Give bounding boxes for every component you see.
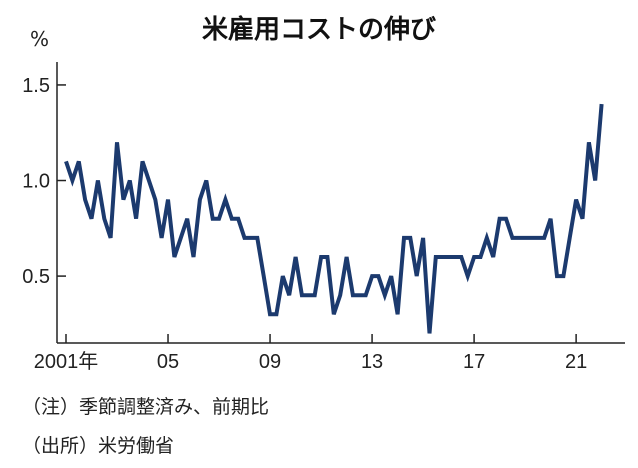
y-tick-label: 1.5 <box>22 75 50 97</box>
x-tick-label: 13 <box>361 351 383 373</box>
chart-title: 米雇用コストの伸び <box>202 14 436 45</box>
y-tick-label: 0.5 <box>22 266 50 288</box>
note-adjustment: （注）季節調整済み、前期比 <box>22 396 270 418</box>
x-tick-label: 21 <box>565 351 587 373</box>
note-source: （出所）米労働省 <box>22 435 175 457</box>
x-tick-label: 05 <box>157 351 179 373</box>
x-tick-label: 17 <box>463 351 485 373</box>
series-line <box>64 103 604 334</box>
y-tick-label: 1.0 <box>22 171 50 193</box>
plot-area: 0.5 1.0 1.5 2001年 05 09 13 17 21 <box>22 62 625 373</box>
y-unit-label: % <box>30 27 49 51</box>
x-tick-label: 2001年 <box>34 350 99 373</box>
x-tick-label: 09 <box>259 351 281 373</box>
